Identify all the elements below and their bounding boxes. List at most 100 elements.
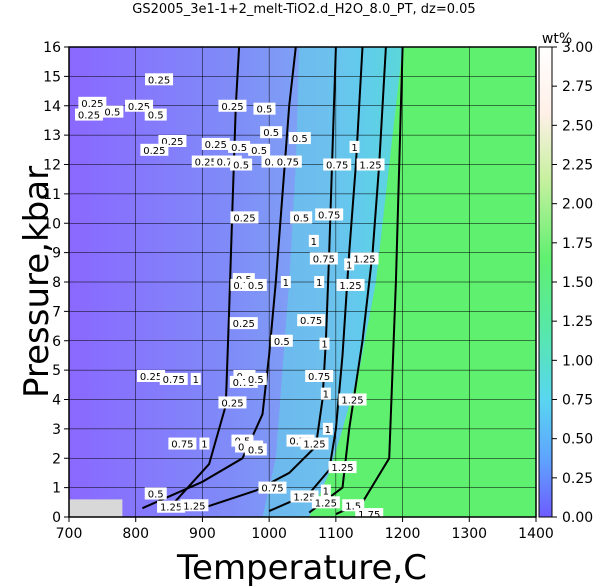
contour-label: 0.5 xyxy=(292,134,308,145)
contour-label: 0.75 xyxy=(261,484,283,495)
contour-label: 0.75 xyxy=(308,372,330,383)
contour-label-box xyxy=(336,278,365,291)
contour-label-box xyxy=(270,334,293,347)
x-tick-label: 700 xyxy=(56,526,83,542)
contour-label-box xyxy=(319,337,330,350)
y-tick-label: 12 xyxy=(43,158,61,174)
region-no-data xyxy=(69,499,123,517)
contour-label: 0.5 xyxy=(263,128,279,139)
contour-label: 1.25 xyxy=(331,463,353,474)
colorbar: wt% 0.00 0.25 0.50 0.75 1.00 1.25 1.50 1.75 2.00… xyxy=(538,31,593,526)
contour-label: 0.5 xyxy=(293,213,309,224)
colorbar-gradient xyxy=(538,46,553,518)
contour-label: 1 xyxy=(311,237,317,248)
contour-label-box xyxy=(180,499,209,512)
y-tick-label: 0 xyxy=(52,510,61,526)
contour-label-box xyxy=(137,370,166,382)
y-tick-label: 7 xyxy=(52,304,61,320)
y-tick-label: 14 xyxy=(43,99,61,115)
x-tick-label: 1100 xyxy=(318,526,354,542)
x-tick-label: 1200 xyxy=(385,526,421,542)
colorbar-tick-label: 2.50 xyxy=(562,118,593,134)
contour-label-box xyxy=(218,396,247,409)
contour-label: 0.25 xyxy=(143,146,165,157)
contour-label: 1.75 xyxy=(358,510,380,521)
contour-label: 1.25 xyxy=(353,255,375,266)
y-tick-label: 11 xyxy=(43,187,61,203)
contour-label-box xyxy=(288,132,311,145)
contour-label: 0.25 xyxy=(81,99,103,110)
contour-label-box xyxy=(78,96,107,109)
contour-label: 0.75 xyxy=(171,440,193,451)
y-tick-label: 9 xyxy=(52,246,61,262)
contour-label: 1 xyxy=(323,487,329,498)
contour-label-box xyxy=(258,481,287,494)
contour-label-box xyxy=(244,443,267,456)
contour-label: 0.5 xyxy=(104,108,120,119)
contour-label-box xyxy=(320,484,331,497)
contour-label-box xyxy=(350,252,379,265)
y-tick-label: 1 xyxy=(52,481,61,497)
contour-label-box xyxy=(311,496,340,509)
y-tick-label: 6 xyxy=(52,334,61,350)
colorbar-tick-label: 2.75 xyxy=(562,79,593,95)
x-tick-label: 1000 xyxy=(251,526,287,542)
contour-label: 0.75 xyxy=(233,378,255,389)
contour-label: 0.25 xyxy=(128,102,150,113)
contour-label: 0.75 xyxy=(300,316,322,327)
contour-label: 1.25 xyxy=(315,498,337,509)
contour-label: 0.25 xyxy=(161,137,183,148)
contour-label: 0.5 xyxy=(265,158,281,169)
contour-label: 0.75 xyxy=(318,210,340,221)
chart-title: GS2005_3e1-1+2_melt-TiO2.d_H2O_8.0_PT, d… xyxy=(132,2,475,17)
contour-label-box xyxy=(344,258,355,271)
contour-line-0_5 xyxy=(141,47,297,510)
contour-label: 0.75 xyxy=(277,158,299,169)
contour-label: 0.25 xyxy=(78,111,100,122)
contour-label-box xyxy=(244,372,267,385)
x-tick-label: 1400 xyxy=(518,526,554,542)
contour-label: 0.25 xyxy=(140,372,162,383)
contour-label: 0.25 xyxy=(221,102,243,113)
contour-label-box xyxy=(355,508,384,517)
x-tick-label: 900 xyxy=(189,526,216,542)
y-tick-label: 13 xyxy=(43,128,61,144)
contour-label: 0.25 xyxy=(233,319,255,330)
contour-label-box xyxy=(349,140,360,153)
contour-label: 0.5 xyxy=(148,490,164,501)
y-tick-label: 8 xyxy=(52,275,61,291)
contour-label: 1 xyxy=(316,278,322,289)
y-tick-label: 4 xyxy=(52,393,61,409)
contour-label: 0.75 xyxy=(163,375,185,386)
colorbar-tick-label: 1.50 xyxy=(562,275,593,291)
contour-label-box xyxy=(190,372,201,385)
contour-label-box xyxy=(273,155,302,168)
colorbar-tick-label: 2.25 xyxy=(562,158,593,174)
contour-label-box xyxy=(199,437,210,450)
contour-line-1 xyxy=(268,47,364,513)
contour-label: 1 xyxy=(323,390,329,401)
contour-label: 0.5 xyxy=(148,111,164,122)
colorbar-tick-label: 1.75 xyxy=(562,236,593,252)
contour-label: 1.25 xyxy=(339,281,361,292)
contour-label-box xyxy=(290,490,319,503)
contour-label: 0.25 xyxy=(233,213,255,224)
contour-label: 1.25 xyxy=(341,396,363,407)
contour-label-box xyxy=(320,387,331,400)
contour-label: 1 xyxy=(193,375,199,386)
contour-label-box xyxy=(305,370,334,382)
contour-label: 1.25 xyxy=(160,503,182,514)
contour-label-box xyxy=(328,461,357,474)
colorbar-tick-label: 0.75 xyxy=(562,393,593,409)
contour-label-box xyxy=(145,73,174,86)
contour-label-box xyxy=(297,314,326,327)
contour-label-box xyxy=(230,211,259,224)
contour-label-box xyxy=(140,143,169,156)
contour-label-box xyxy=(290,211,313,224)
contour-label-box xyxy=(229,317,258,330)
colorbar-tick-label: 3.00 xyxy=(562,40,593,56)
contour-label-box xyxy=(157,500,186,513)
contour-label: 0.5 xyxy=(248,445,264,456)
colorbar-tick-label: 0.00 xyxy=(562,510,593,526)
